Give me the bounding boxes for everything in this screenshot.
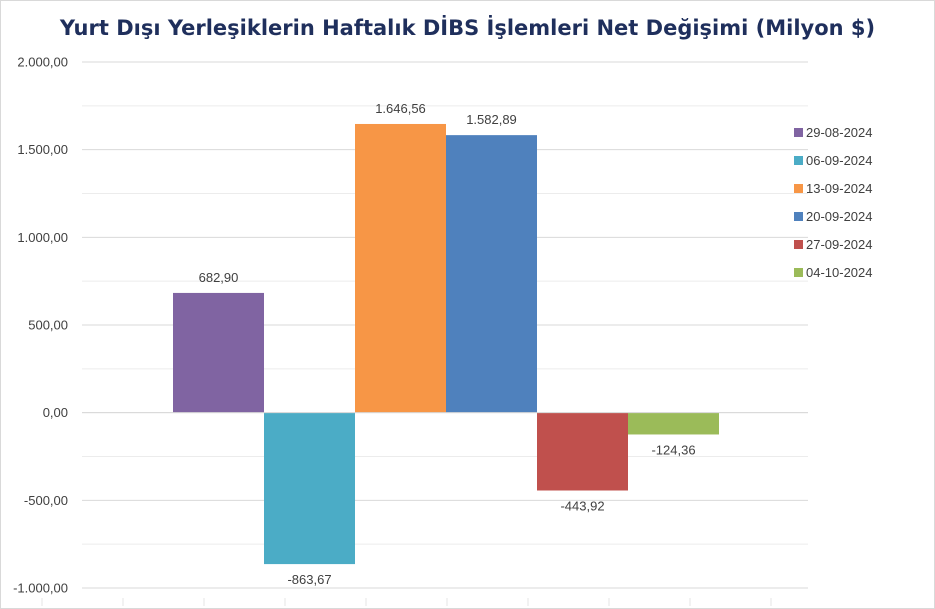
data-label-29-08-2024: 682,90 [199,270,239,285]
bar-20-09-2024 [446,135,537,413]
legend-swatch-06-09-2024 [794,156,803,165]
legend-label-06-09-2024: 06-09-2024 [806,153,873,168]
legend-label-04-10-2024: 04-10-2024 [806,265,873,280]
bars [173,123,719,565]
data-label-04-10-2024: -124,36 [651,442,695,457]
legend-label-20-09-2024: 20-09-2024 [806,209,873,224]
legend-swatch-04-10-2024 [794,268,803,277]
data-label-13-09-2024: 1.646,56 [375,101,426,116]
y-tick-label: -500,00 [24,493,68,508]
y-tick-label: 2.000,00 [17,55,68,70]
data-label-20-09-2024: 1.582,89 [466,112,517,127]
data-labels: 682,90 -863,67 1.646,56 1.582,89 -443,92 -124… [199,101,696,587]
legend: 29-08-2024 06-09-2024 13-09-2024 20-09-2024… [794,125,873,280]
legend-swatch-20-09-2024 [794,212,803,221]
bar-06-09-2024 [264,412,355,565]
bar-29-08-2024 [173,292,264,413]
y-tick-label: -1.000,00 [13,581,68,596]
chart-title: Yurt Dışı Yerleşiklerin Haftalık DİBS İş… [59,16,876,40]
y-tick-label: 500,00 [28,318,68,333]
bar-04-10-2024 [628,412,719,435]
legend-label-13-09-2024: 13-09-2024 [806,181,873,196]
y-axis: 2.000,00 1.500,00 1.000,00 500,00 0,00 -500,0… [13,55,68,596]
legend-swatch-27-09-2024 [794,240,803,249]
legend-swatch-29-08-2024 [794,128,803,137]
legend-swatch-13-09-2024 [794,184,803,193]
legend-label-27-09-2024: 27-09-2024 [806,237,873,252]
data-label-06-09-2024: -863,67 [287,572,331,587]
y-tick-label: 1.000,00 [17,230,68,245]
legend-label-29-08-2024: 29-08-2024 [806,125,873,140]
data-label-27-09-2024: -443,92 [560,499,604,514]
y-tick-label: 1.500,00 [17,142,68,157]
bar-27-09-2024 [537,412,628,491]
bar-13-09-2024 [355,123,446,413]
y-tick-label: 0,00 [43,405,68,420]
